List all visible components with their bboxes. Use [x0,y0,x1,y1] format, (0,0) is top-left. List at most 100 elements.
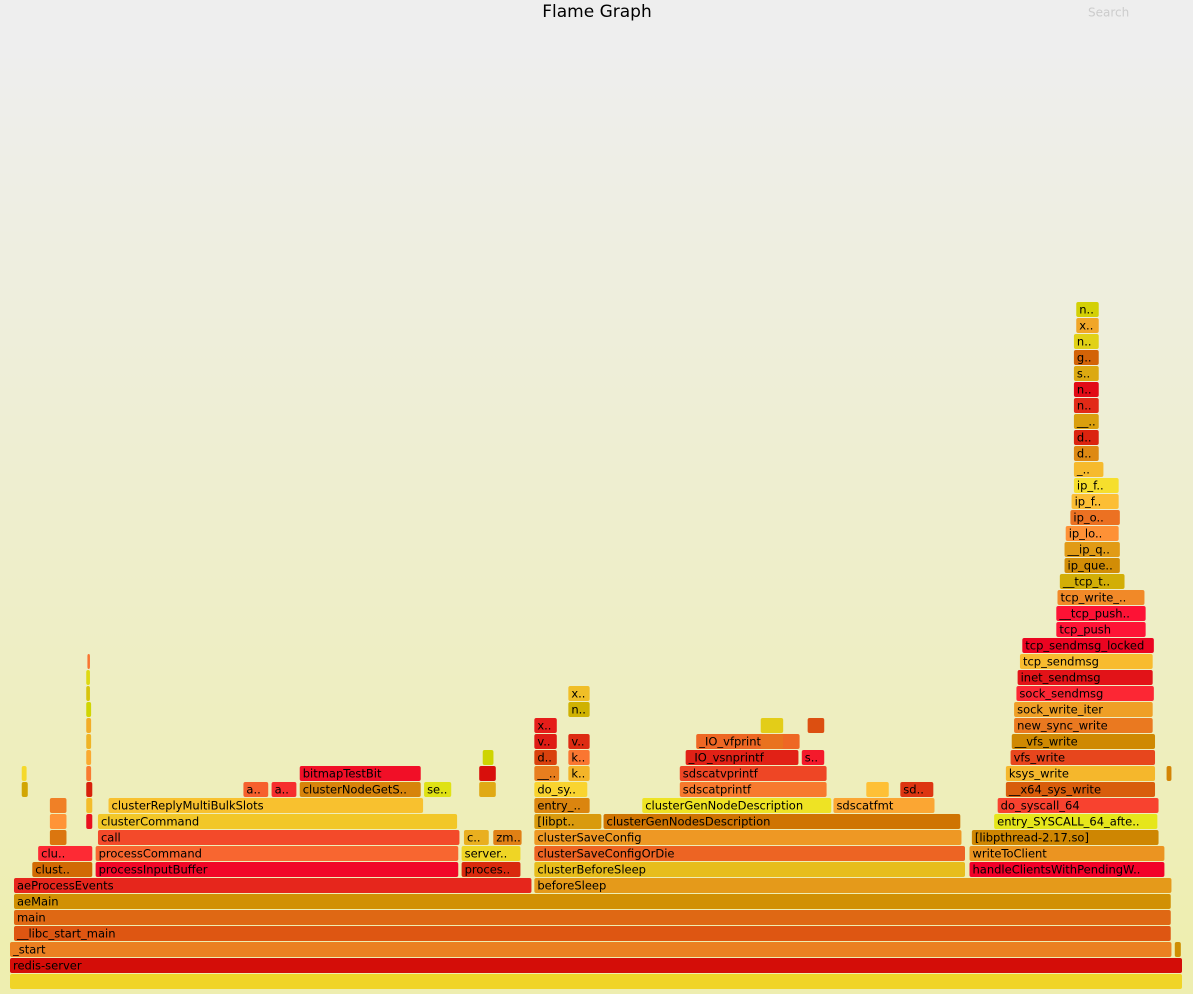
frame[interactable] [86,734,92,749]
frame[interactable] [86,750,92,765]
frame[interactable] [479,782,496,797]
frame[interactable]: aeProcessEvents [13,878,532,893]
frame-bar[interactable] [49,814,67,829]
frame[interactable]: s.. [801,750,825,765]
frame-bar[interactable] [10,942,1172,957]
frame-bar[interactable] [1076,302,1099,317]
frame[interactable]: n.. [1073,398,1099,413]
frame-bar[interactable] [1056,622,1146,637]
frame[interactable]: ip_lo.. [1065,526,1119,541]
frame[interactable]: __.. [534,766,560,781]
frame[interactable]: processInputBuffer [95,862,459,877]
frame-bar[interactable] [424,782,452,797]
frame-bar[interactable] [1065,526,1119,541]
frame-bar[interactable] [86,718,92,733]
frame-bar[interactable] [760,734,784,749]
frame-bar[interactable] [108,798,424,813]
frame-bar[interactable] [1057,590,1145,605]
frame[interactable]: _IO_vfprintf.. [696,734,800,749]
frame[interactable] [21,782,28,797]
frame[interactable]: tcp_write_.. [1057,590,1145,605]
frame-bar[interactable] [86,734,92,749]
frame[interactable] [21,766,27,781]
frame[interactable]: sd.. [900,782,934,797]
frame[interactable]: clusterBeforeSleep [534,862,965,877]
frame-bar[interactable] [86,670,90,685]
frame[interactable] [479,766,496,781]
frame-bar[interactable] [13,910,1171,925]
frame[interactable]: n.. [1073,382,1099,397]
frame[interactable]: sock_write_iter [1014,702,1153,717]
frame-bar[interactable] [866,782,889,797]
frame[interactable] [760,734,784,749]
frame[interactable]: zm.. [493,830,522,845]
frame[interactable]: entry_.. [534,798,590,813]
frame-bar[interactable] [32,862,93,877]
frame-bar[interactable] [87,654,90,669]
frame-bar[interactable] [461,862,521,877]
frame[interactable]: writeToClient [969,846,1165,861]
frame-bar[interactable] [997,798,1159,813]
frame-bar[interactable] [1014,702,1153,717]
frame-bar[interactable] [10,958,1182,973]
frame-bar[interactable] [568,686,590,701]
frame[interactable]: aeMain [13,894,1171,909]
frame[interactable] [86,686,90,701]
frame[interactable]: sdscatvprintf [679,766,827,781]
frame[interactable]: call [97,830,460,845]
frame-bar[interactable] [534,862,965,877]
frame[interactable] [807,718,825,733]
frame[interactable] [86,702,92,717]
frame-bar[interactable] [1019,654,1153,669]
frame-bar[interactable] [534,734,557,749]
frame[interactable]: __libc_start_main [13,926,1171,941]
frame-bar[interactable] [568,750,590,765]
frame-bar[interactable] [1064,558,1120,573]
frame-bar[interactable] [21,782,28,797]
frame[interactable]: ksys_write [1005,766,1156,781]
frame[interactable]: do_sy.. [534,782,588,797]
frame[interactable]: v.. [534,734,557,749]
frame-bar[interactable] [1174,942,1181,957]
frame[interactable] [86,670,90,685]
frame[interactable]: k.. [568,750,590,765]
frame-bar[interactable] [1166,766,1172,781]
frame-bar[interactable] [1073,350,1099,365]
frame[interactable] [482,750,494,765]
frame[interactable] [49,830,67,845]
frame[interactable]: d.. [1073,446,1099,461]
frame-bar[interactable] [1073,334,1099,349]
frame[interactable]: tcp_push [1056,622,1146,637]
frame[interactable]: ip_f.. [1071,494,1119,509]
frame[interactable]: x.. [1076,318,1099,333]
frame[interactable]: sock_sendmsg [1016,686,1154,701]
frame[interactable]: sdscatprintf [679,782,827,797]
frame-bar[interactable] [49,798,67,813]
frame-bar[interactable] [493,830,522,845]
frame-bar[interactable] [642,798,832,813]
frame-bar[interactable] [1017,670,1153,685]
frame-bar[interactable] [603,814,961,829]
frame[interactable]: proces.. [461,862,521,877]
frame[interactable]: n.. [568,702,590,717]
frame[interactable]: entry_SYSCALL_64_afte.. [994,814,1158,829]
frame[interactable]: n.. [1076,302,1099,317]
frame[interactable]: tcp_sendmsg [1019,654,1153,669]
frame-bar[interactable] [95,846,459,861]
frame[interactable] [86,814,93,829]
frame[interactable]: server.. [461,846,521,861]
frame-bar[interactable] [679,766,827,781]
frame[interactable]: inet_sendmsg [1017,670,1153,685]
frame[interactable]: d.. [534,750,557,765]
frame[interactable] [86,798,93,813]
frame-bar[interactable] [1064,542,1120,557]
frame[interactable]: s.. [1073,366,1099,381]
frame-bar[interactable] [534,814,602,829]
frame-bar[interactable] [801,750,825,765]
frame-bar[interactable] [97,830,460,845]
frame[interactable]: __tcp_t.. [1059,574,1125,589]
frame-bar[interactable] [969,862,1165,877]
frame-bar[interactable] [13,894,1171,909]
frame-bar[interactable] [1073,382,1099,397]
frame-bar[interactable] [534,846,965,861]
